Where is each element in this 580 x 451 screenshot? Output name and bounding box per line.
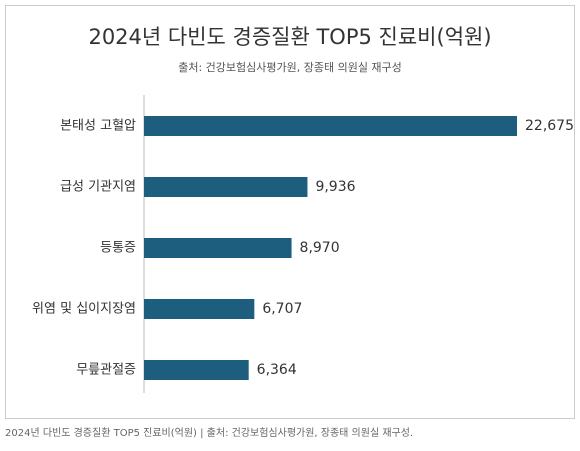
bar <box>144 116 517 136</box>
value-label: 6,707 <box>262 301 302 317</box>
bar <box>144 177 308 197</box>
y-tick-label: 급성 기관지염 <box>60 180 136 195</box>
value-label: 8,970 <box>300 240 340 256</box>
y-tick-label: 등통증 <box>100 241 136 256</box>
value-label: 22,675 <box>525 118 574 134</box>
y-tick-label: 위염 및 십이지장염 <box>32 302 136 317</box>
value-label: 6,364 <box>257 362 297 378</box>
bar <box>144 238 292 258</box>
y-tick-label: 본태성 고혈압 <box>60 119 136 134</box>
caption: 2024년 다빈도 경증질환 TOP5 진료비(억원) | 출처: 건강보험심사… <box>5 426 413 439</box>
card-border <box>5 5 575 419</box>
chart-subtitle: 출처: 건강보험심사평가원, 장종태 의원실 재구성 <box>178 61 402 74</box>
value-label: 9,936 <box>315 179 355 195</box>
y-tick-label: 무릎관절증 <box>76 363 136 378</box>
bar <box>144 360 249 380</box>
chart-title: 2024년 다빈도 경증질환 TOP5 진료비(억원) <box>88 25 491 49</box>
bar <box>144 299 255 319</box>
